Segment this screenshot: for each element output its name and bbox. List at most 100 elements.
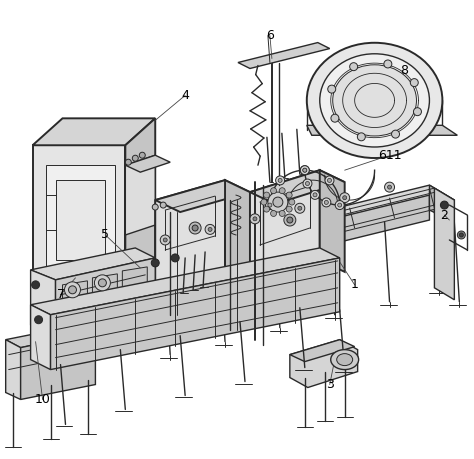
Circle shape [357, 133, 365, 141]
Polygon shape [92, 274, 118, 296]
Circle shape [163, 238, 167, 242]
Circle shape [273, 197, 283, 207]
Circle shape [250, 214, 260, 224]
Circle shape [99, 279, 106, 287]
Circle shape [303, 168, 307, 172]
Circle shape [160, 235, 170, 245]
Polygon shape [55, 180, 105, 260]
Circle shape [335, 201, 344, 210]
Circle shape [279, 211, 285, 217]
Circle shape [205, 224, 215, 235]
Circle shape [284, 214, 296, 226]
Circle shape [298, 206, 302, 210]
Text: 7: 7 [56, 288, 64, 301]
Text: 2: 2 [440, 208, 448, 222]
Polygon shape [250, 170, 320, 282]
Polygon shape [155, 180, 250, 212]
Polygon shape [33, 118, 155, 145]
Polygon shape [31, 305, 51, 369]
Circle shape [264, 206, 270, 212]
Circle shape [413, 108, 421, 116]
Polygon shape [31, 270, 55, 335]
Polygon shape [21, 332, 95, 399]
Circle shape [278, 179, 282, 182]
Circle shape [189, 222, 201, 234]
Polygon shape [110, 260, 190, 288]
Polygon shape [307, 125, 457, 135]
Circle shape [268, 203, 272, 207]
Circle shape [208, 227, 212, 231]
Circle shape [264, 192, 270, 198]
Circle shape [265, 201, 274, 210]
Polygon shape [31, 248, 340, 315]
Polygon shape [6, 325, 95, 347]
Text: 5: 5 [101, 229, 109, 241]
Circle shape [440, 201, 448, 209]
Text: 3: 3 [326, 378, 334, 391]
Circle shape [328, 85, 336, 93]
Polygon shape [125, 155, 155, 235]
Circle shape [171, 254, 179, 262]
Circle shape [343, 196, 346, 200]
Circle shape [310, 190, 319, 199]
Circle shape [261, 199, 267, 205]
Polygon shape [46, 165, 115, 275]
Circle shape [313, 193, 317, 197]
Circle shape [324, 201, 328, 204]
Polygon shape [55, 258, 155, 335]
Polygon shape [33, 145, 125, 295]
Polygon shape [122, 267, 147, 289]
Polygon shape [238, 43, 330, 68]
Circle shape [337, 203, 342, 207]
Circle shape [286, 206, 292, 212]
Circle shape [64, 282, 81, 298]
Circle shape [289, 199, 295, 205]
Circle shape [279, 188, 285, 194]
Text: 611: 611 [378, 149, 401, 162]
Ellipse shape [307, 43, 442, 158]
Circle shape [276, 176, 284, 185]
Circle shape [268, 192, 288, 212]
Circle shape [322, 198, 331, 207]
Circle shape [305, 182, 310, 185]
Ellipse shape [333, 65, 417, 136]
Circle shape [388, 185, 392, 189]
Circle shape [392, 130, 400, 138]
Circle shape [331, 114, 339, 122]
Circle shape [152, 204, 158, 210]
Polygon shape [290, 340, 358, 387]
Circle shape [139, 152, 145, 158]
Polygon shape [125, 118, 155, 295]
Circle shape [160, 202, 166, 208]
Circle shape [328, 179, 331, 182]
Polygon shape [434, 188, 455, 300]
Circle shape [253, 217, 257, 221]
Text: 8: 8 [401, 64, 409, 77]
Text: 6: 6 [266, 29, 274, 42]
Circle shape [301, 166, 310, 175]
Circle shape [410, 78, 418, 87]
Circle shape [350, 63, 358, 71]
Circle shape [384, 182, 394, 192]
Circle shape [303, 168, 307, 172]
Polygon shape [51, 258, 340, 369]
Circle shape [271, 211, 276, 217]
Text: 4: 4 [181, 89, 189, 102]
Polygon shape [125, 155, 170, 172]
Circle shape [301, 166, 310, 175]
Polygon shape [320, 170, 345, 272]
Circle shape [384, 60, 392, 68]
Circle shape [459, 233, 463, 237]
Text: 1: 1 [351, 278, 359, 291]
Ellipse shape [331, 350, 359, 369]
Circle shape [69, 286, 76, 294]
Ellipse shape [337, 353, 353, 365]
Polygon shape [429, 185, 455, 222]
Polygon shape [225, 180, 250, 282]
Circle shape [132, 155, 138, 161]
Polygon shape [250, 170, 345, 204]
Circle shape [192, 225, 198, 231]
Circle shape [271, 188, 276, 194]
Polygon shape [6, 340, 21, 399]
Polygon shape [290, 340, 355, 362]
